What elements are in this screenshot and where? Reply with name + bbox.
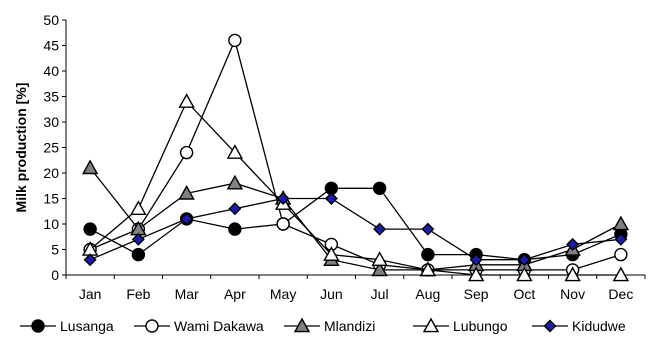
data-point bbox=[566, 237, 580, 251]
series-kidudwe bbox=[83, 192, 628, 267]
legend-marker bbox=[543, 319, 557, 333]
data-point bbox=[371, 261, 388, 277]
data-point bbox=[324, 192, 338, 205]
data-point bbox=[516, 266, 533, 282]
legend-marker bbox=[31, 319, 45, 333]
data-point bbox=[467, 266, 485, 282]
y-tick-label: 30 bbox=[43, 114, 59, 130]
legend: Lusanga Wami Dakawa Mlandizi Lubungo Kidudwe bbox=[20, 317, 626, 334]
data-point bbox=[612, 215, 630, 231]
series-line bbox=[89, 187, 622, 261]
data-point bbox=[228, 33, 242, 48]
series-mlandizi bbox=[81, 159, 630, 277]
series-line bbox=[89, 38, 622, 271]
y-tick-label: 45 bbox=[43, 38, 59, 54]
series-line bbox=[89, 167, 622, 271]
legend-label: Kidudwe bbox=[572, 318, 626, 334]
y-tick-label: 15 bbox=[43, 191, 59, 207]
y-tick-label: 35 bbox=[43, 89, 59, 105]
legend-item: Mlandizi bbox=[284, 317, 375, 334]
legend-label: Lusanga bbox=[60, 318, 114, 334]
data-point bbox=[276, 192, 290, 205]
legend-item: Lusanga bbox=[20, 318, 114, 334]
data-point bbox=[178, 93, 195, 108]
data-point bbox=[614, 247, 628, 262]
x-tick-label: Nov bbox=[560, 286, 585, 302]
legend-marker bbox=[422, 317, 440, 333]
legend-marker bbox=[145, 319, 159, 333]
x-tick-label: Jul bbox=[371, 286, 389, 302]
data-point bbox=[228, 202, 242, 216]
legend-item: Lubungo bbox=[413, 317, 508, 334]
data-point bbox=[130, 200, 147, 216]
legend-item: Wami Dakawa bbox=[134, 318, 264, 334]
legend-marker bbox=[293, 317, 311, 333]
data-point bbox=[469, 253, 483, 267]
legend-label: Wami Dakawa bbox=[174, 318, 264, 334]
y-axis-title: Milk production [%] bbox=[13, 83, 29, 213]
y-tick-label: 40 bbox=[43, 63, 59, 79]
series-line bbox=[89, 100, 621, 276]
x-tick-label: Oct bbox=[513, 286, 535, 302]
data-point bbox=[276, 217, 290, 231]
x-tick-label: Aug bbox=[415, 286, 440, 302]
x-tick-label: Jan bbox=[79, 286, 102, 302]
x-tick-label: Feb bbox=[126, 286, 150, 302]
data-point bbox=[564, 266, 581, 282]
axes bbox=[65, 20, 645, 276]
x-tick-label: Jun bbox=[320, 286, 343, 302]
series-lubungo bbox=[81, 93, 630, 282]
x-tick-label: Mar bbox=[175, 286, 199, 302]
series-line bbox=[89, 197, 621, 261]
series-group bbox=[81, 33, 630, 282]
y-tick-label: 50 bbox=[43, 12, 59, 28]
data-point bbox=[179, 145, 194, 160]
y-tick-label: 10 bbox=[43, 216, 59, 232]
data-point bbox=[131, 232, 145, 246]
x-axis-ticks: Jan Feb Mar Apr May Jun Jul Aug Sep Oct Nov Dec bbox=[65, 275, 646, 302]
y-axis-ticks: 0 5 10 15 20 25 30 35 40 45 50 bbox=[43, 12, 66, 283]
data-point bbox=[83, 222, 97, 236]
data-point bbox=[226, 174, 244, 190]
data-point bbox=[180, 212, 194, 226]
data-point bbox=[373, 222, 387, 236]
x-tick-label: Dec bbox=[608, 286, 633, 302]
y-tick-label: 20 bbox=[43, 165, 59, 181]
legend-label: Mlandizi bbox=[324, 318, 375, 334]
series-wami-dakawa bbox=[83, 33, 628, 277]
x-tick-label: May bbox=[270, 286, 296, 302]
data-point bbox=[228, 222, 242, 236]
data-point bbox=[421, 247, 435, 262]
y-tick-label: 25 bbox=[43, 140, 59, 156]
legend-item: Kidudwe bbox=[532, 318, 626, 334]
data-point bbox=[517, 253, 531, 267]
data-point bbox=[323, 246, 340, 261]
data-point bbox=[372, 181, 387, 196]
data-point bbox=[371, 251, 388, 266]
data-point bbox=[419, 261, 437, 277]
data-point bbox=[612, 266, 630, 282]
y-tick-label: 0 bbox=[51, 267, 59, 283]
x-tick-label: Apr bbox=[224, 286, 246, 302]
data-point bbox=[421, 222, 435, 236]
y-tick-label: 5 bbox=[51, 242, 59, 258]
data-point bbox=[81, 159, 99, 175]
data-point bbox=[83, 253, 97, 267]
y-axis-label: Milk production [%] bbox=[13, 83, 29, 213]
data-point bbox=[614, 232, 628, 246]
data-point bbox=[226, 144, 244, 159]
x-tick-label: Sep bbox=[464, 286, 489, 302]
data-point bbox=[131, 247, 146, 262]
data-point bbox=[178, 184, 195, 200]
legend-label: Lubungo bbox=[453, 318, 508, 334]
